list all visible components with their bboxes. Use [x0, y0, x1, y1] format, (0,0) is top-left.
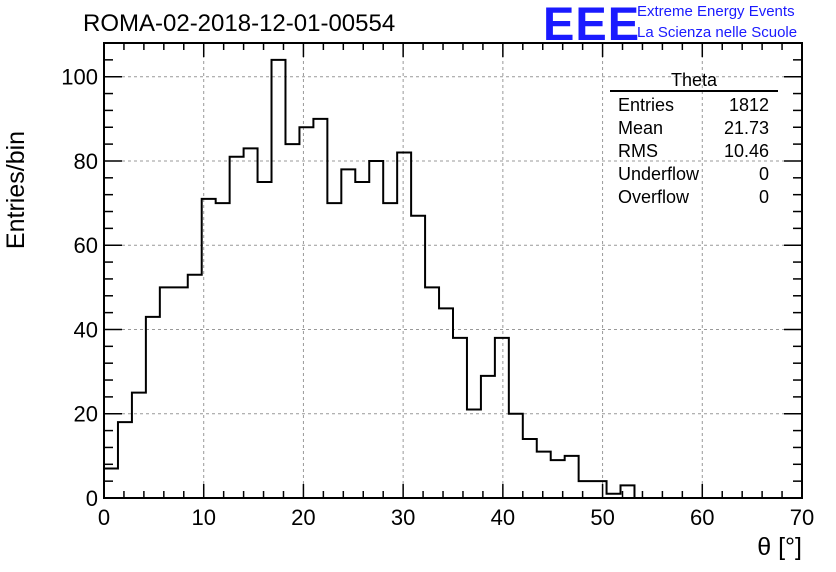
y-tick-label: 100 [61, 65, 98, 90]
x-tick-label: 30 [391, 505, 415, 530]
stats-row-label: Entries [618, 95, 675, 115]
stats-box: Theta Entries 1812 Mean 21.73 RMS 10.46 Underf… [610, 70, 778, 209]
y-tick-label: 20 [74, 402, 98, 427]
stats-row-label: Underflow [618, 164, 700, 184]
x-tick-label: 40 [491, 505, 515, 530]
stats-box-title: Theta [610, 70, 778, 92]
x-axis-label: θ [°] [757, 533, 802, 561]
x-tick-label: 0 [98, 505, 110, 530]
stats-row-value: 10.46 [723, 141, 769, 161]
plot-frame [103, 42, 803, 499]
stats-row-value: 1812 [728, 95, 769, 115]
logo-caption-line2: La Scienza nelle Scuole [637, 24, 798, 41]
y-tick-label: 60 [74, 233, 98, 258]
x-tick-label: 10 [191, 505, 215, 530]
stats-row-label: Mean [618, 118, 664, 138]
x-tick-label: 70 [790, 505, 814, 530]
y-tick-label: 0 [86, 486, 98, 511]
logo-caption-line1: Extreme Energy Events [637, 3, 795, 20]
stats-row-label: Overflow [618, 187, 690, 207]
chart-title: ROMA-02-2018-12-01-00554 [83, 10, 396, 37]
y-tick-label: 40 [74, 317, 98, 342]
x-tick-label: 20 [291, 505, 315, 530]
eee-logo: EEE [543, 0, 641, 50]
x-tick-label: 60 [690, 505, 714, 530]
stats-row: Entries 1812 [610, 94, 778, 117]
x-tick-label: 50 [590, 505, 614, 530]
stats-row: RMS 10.46 [610, 140, 778, 163]
stats-row: Underflow 0 [610, 163, 778, 186]
stats-row-value: 0 [758, 187, 769, 207]
stats-row: Overflow 0 [610, 186, 778, 209]
stats-row: Mean 21.73 [610, 117, 778, 140]
y-tick-label: 80 [74, 149, 98, 174]
stats-row-value: 21.73 [723, 118, 769, 138]
stats-row-label: RMS [618, 141, 658, 161]
stats-row-value: 0 [758, 164, 769, 184]
histogram-outline [103, 58, 802, 499]
stats-rows: Entries 1812 Mean 21.73 RMS 10.46 Underflow 0 Ov… [610, 94, 778, 209]
